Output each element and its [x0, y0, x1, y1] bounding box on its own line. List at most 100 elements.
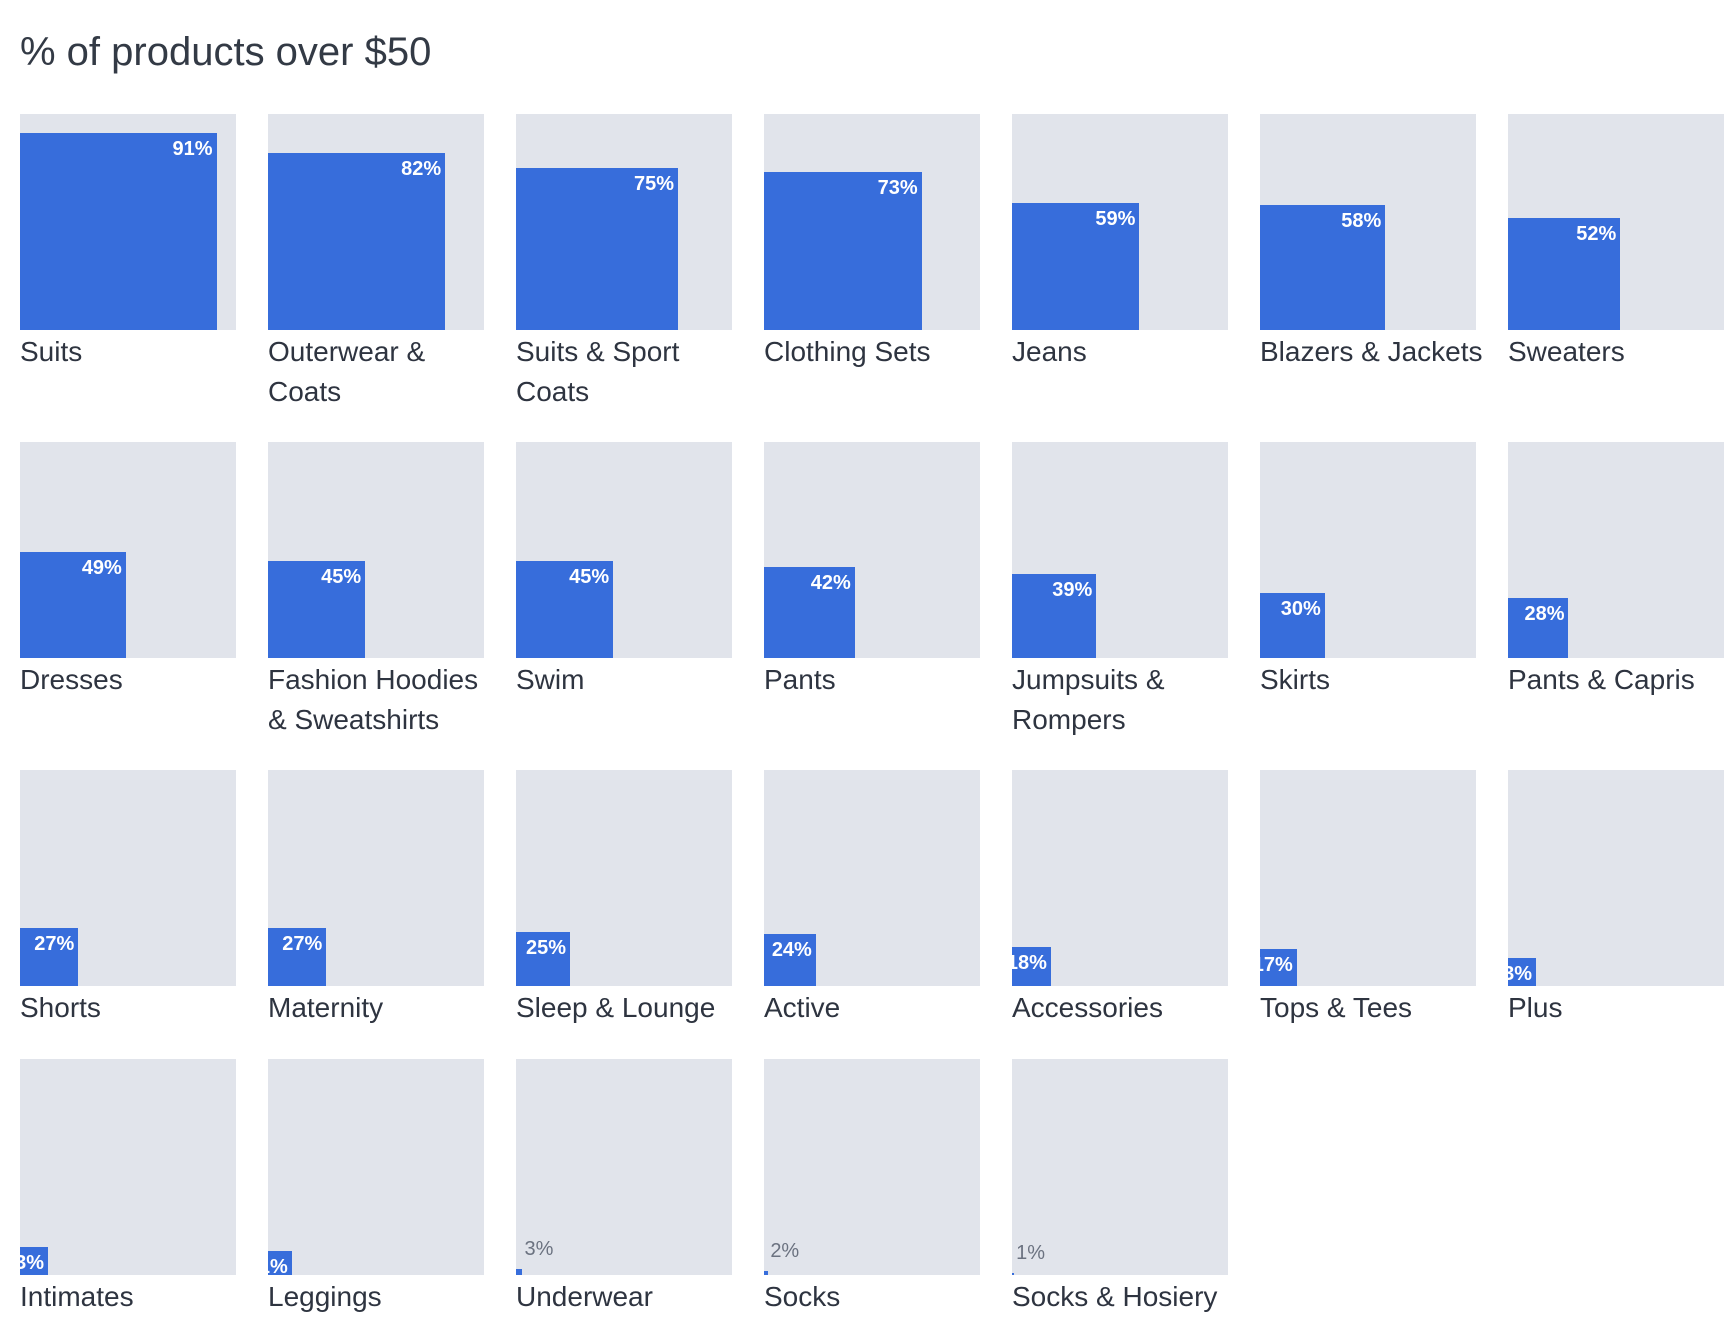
- value-label: 52%: [1576, 222, 1617, 245]
- category-label: Pants: [764, 664, 836, 695]
- category-label: Sweaters: [1508, 336, 1625, 367]
- bar-background: 3%: [516, 1059, 732, 1275]
- bar: [1012, 573, 1097, 658]
- bar: [516, 168, 678, 330]
- bar: [764, 567, 855, 658]
- bar: [1508, 957, 1537, 986]
- bar-background: 2%: [764, 1059, 980, 1275]
- value-label: 28%: [1524, 602, 1565, 625]
- category-label: Leggings: [268, 1281, 382, 1312]
- bar-background: 11%: [249, 1059, 484, 1278]
- value-label: 17%: [1252, 954, 1293, 977]
- value-label: 75%: [633, 173, 674, 195]
- category-label: Suits: [20, 336, 83, 367]
- bar: [1012, 1272, 1015, 1275]
- value-label: 49%: [81, 557, 122, 580]
- bar: [268, 560, 366, 658]
- value-label: 30%: [1280, 598, 1321, 621]
- bar: [1260, 593, 1325, 658]
- category-label: Maternity: [268, 992, 384, 1023]
- category-label: Fashion Hoodies & Sweatshirts: [268, 664, 479, 735]
- bar-background: 39%: [1012, 442, 1228, 658]
- category-label: Dresses: [20, 664, 123, 695]
- value-label: 58%: [1341, 209, 1382, 232]
- category-label: Skirts: [1260, 664, 1330, 695]
- bar-background: 58%: [1260, 114, 1476, 330]
- bar: [1012, 202, 1140, 330]
- category-label: Sleep & Lounge: [516, 992, 716, 1023]
- value-label: 39%: [1052, 578, 1093, 601]
- bar: [1508, 597, 1569, 658]
- bar-background: 91%: [20, 114, 236, 330]
- bar-background: 30%: [1260, 442, 1476, 658]
- bar: [1012, 947, 1051, 986]
- bar: [20, 552, 126, 658]
- category-label: Jeans: [1012, 336, 1087, 367]
- bar: [20, 133, 217, 330]
- value-label: 27%: [282, 932, 323, 955]
- value-label: 45%: [321, 565, 362, 588]
- bar: [516, 1268, 523, 1275]
- value-label: 82%: [401, 157, 442, 180]
- category-label: Shorts: [20, 992, 101, 1023]
- bar-background: 25%: [516, 770, 732, 986]
- bar: [1260, 949, 1297, 986]
- bar-background: 18%: [1007, 770, 1228, 986]
- value-label: 91%: [172, 138, 213, 161]
- bar-background: 73%: [764, 114, 980, 330]
- value-label: 73%: [877, 177, 918, 200]
- value-label: 3%: [524, 1237, 554, 1260]
- value-label: 59%: [1095, 207, 1136, 230]
- value-label: 45%: [569, 565, 610, 588]
- bar-background: 59%: [1012, 114, 1228, 330]
- bar: [764, 934, 816, 986]
- bar: [764, 1270, 769, 1275]
- category-label: Pants & Capris: [1508, 664, 1695, 695]
- category-label: Intimates: [20, 1281, 134, 1312]
- bar-background: 52%: [1508, 114, 1724, 330]
- category-label: Suits & Sport Coats: [516, 336, 680, 407]
- category-label: Underwear: [516, 1281, 653, 1312]
- category-label: Jumpsuits & Rompers: [1012, 664, 1165, 735]
- category-label: Socks & Hosiery: [1012, 1281, 1218, 1312]
- chart-title: % of products over $50: [20, 30, 432, 74]
- value-label: 24%: [771, 939, 812, 962]
- bar: [268, 927, 327, 986]
- category-label: Blazers & Jackets: [1260, 336, 1483, 367]
- bar-background: 49%: [20, 442, 236, 658]
- value-label: 13%: [1492, 962, 1533, 985]
- value-label: 2%: [770, 1239, 800, 1262]
- bar: [1260, 204, 1386, 330]
- value-label: 1%: [1016, 1241, 1046, 1264]
- bar-background: 45%: [516, 442, 732, 658]
- bar: [268, 1251, 292, 1275]
- bar-background: 28%: [1508, 442, 1724, 658]
- category-label: Swim: [516, 664, 585, 695]
- value-label: 27%: [34, 932, 75, 955]
- bar: [20, 927, 79, 986]
- category-label: Socks: [764, 1281, 841, 1312]
- bar: [268, 152, 446, 330]
- category-label: Accessories: [1012, 992, 1163, 1023]
- bar: [1508, 217, 1621, 330]
- category-label: Tops & Tees: [1260, 992, 1413, 1023]
- bar-background: 17%: [1253, 770, 1476, 986]
- bar-background: 24%: [764, 770, 980, 986]
- category-label: Active: [764, 992, 841, 1023]
- bar: [20, 1246, 49, 1275]
- value-label: 18%: [1006, 952, 1047, 975]
- category-label: Clothing Sets: [764, 336, 931, 367]
- bar: [516, 560, 614, 658]
- bar-background: 27%: [20, 770, 236, 986]
- value-label: 42%: [810, 572, 851, 595]
- bar-background: 27%: [268, 770, 484, 986]
- bar-background: 82%: [268, 114, 484, 330]
- category-label: Plus: [1508, 992, 1563, 1023]
- bar-background: 42%: [764, 442, 980, 658]
- bar-background: 13%: [4, 1059, 236, 1275]
- bar-background: 75%: [516, 114, 732, 330]
- bar: [516, 932, 570, 986]
- value-label: 11%: [248, 1256, 288, 1279]
- value-label: 13%: [4, 1251, 45, 1274]
